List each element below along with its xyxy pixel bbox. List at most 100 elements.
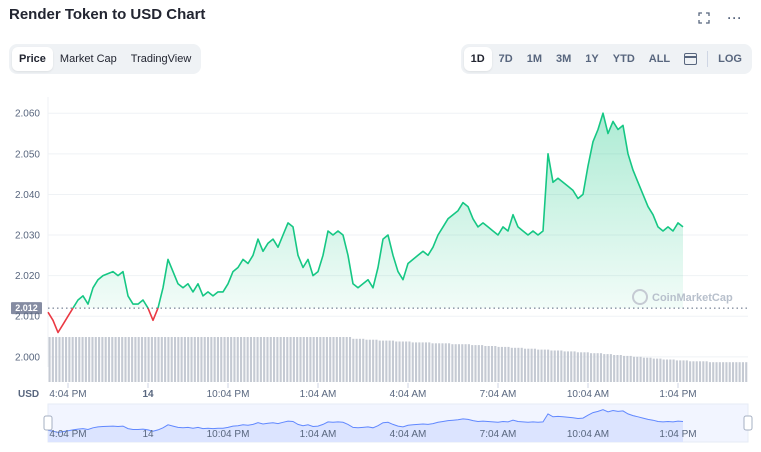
volume-bar xyxy=(619,355,622,382)
tab-tradingview[interactable]: TradingView xyxy=(130,53,192,65)
range-1m[interactable]: 1M xyxy=(526,53,543,65)
volume-bar xyxy=(606,354,609,382)
volume-bar xyxy=(71,337,74,382)
y-tick-label: 2.040 xyxy=(15,190,40,201)
range-all[interactable]: ALL xyxy=(648,53,671,65)
volume-bar xyxy=(206,337,210,382)
volume-bar xyxy=(583,352,586,382)
volume-bar xyxy=(147,337,150,382)
volume-bar xyxy=(514,347,517,382)
volume-bar xyxy=(616,355,619,382)
volume-bar xyxy=(322,337,325,382)
volume-bar xyxy=(669,359,672,382)
volume-bar xyxy=(263,337,266,382)
calendar-button[interactable] xyxy=(677,47,704,71)
volume-bar xyxy=(504,346,507,382)
volume-bar xyxy=(355,338,358,382)
expand-icon[interactable] xyxy=(695,9,713,27)
x-tick-label: 10:04 PM xyxy=(207,389,250,400)
volume-bar xyxy=(698,361,702,382)
volume-bar xyxy=(428,342,431,382)
volume-bar xyxy=(411,342,414,382)
volume-bar xyxy=(137,337,140,382)
volume-bar xyxy=(533,348,536,382)
volume-bar xyxy=(348,337,352,382)
y-tick-label: 2.010 xyxy=(15,312,40,323)
range-navigator[interactable]: 4:04 PM 14 10:04 PM 1:04 AM 4:04 AM 7:04 AM 10… xyxy=(43,403,753,443)
volume-bar xyxy=(679,360,682,382)
volume-bar xyxy=(114,337,117,382)
volume-bar xyxy=(543,349,546,382)
volume-bar xyxy=(140,337,144,382)
volume-bar xyxy=(216,337,219,382)
volume-bar xyxy=(177,337,180,382)
volume-bar xyxy=(685,360,688,382)
more-horizontal-icon[interactable]: ··· xyxy=(727,11,743,25)
volume-bar xyxy=(520,347,523,382)
range-1y[interactable]: 1Y xyxy=(585,53,599,65)
volume-bar xyxy=(599,353,603,382)
volume-bar xyxy=(342,337,345,382)
volume-bar xyxy=(692,361,695,382)
y-tick-label: 2.030 xyxy=(15,231,40,242)
x-tick-label: 4:04 AM xyxy=(390,389,427,400)
volume-bar xyxy=(190,337,193,382)
y-tick-label: 2.020 xyxy=(15,271,40,282)
volume-bar xyxy=(675,360,678,382)
volume-bar xyxy=(689,361,692,382)
x-tick-label: 1:04 AM xyxy=(300,389,337,400)
volume-bar xyxy=(88,337,91,382)
volume-bar xyxy=(457,344,461,382)
volume-bar xyxy=(365,339,368,382)
volume-bar xyxy=(553,350,556,382)
volume-bar xyxy=(81,337,84,382)
volume-bar xyxy=(134,337,137,382)
volume-bar xyxy=(652,358,655,382)
tab-market-cap[interactable]: Market Cap xyxy=(59,53,117,65)
volume-bar xyxy=(306,337,309,382)
volume-bar xyxy=(418,342,421,382)
volume-bar xyxy=(586,352,589,382)
volume-bar xyxy=(78,337,81,382)
volume-bar xyxy=(170,337,173,382)
range-3m[interactable]: 3M xyxy=(556,53,572,65)
volume-bar xyxy=(438,343,441,382)
volume-bar xyxy=(259,337,262,382)
volume-bar xyxy=(226,337,229,382)
range-ytd[interactable]: YTD xyxy=(612,53,635,65)
volume-bar xyxy=(672,359,675,382)
volume-bar xyxy=(695,361,698,382)
navigator-tick-label: 10:04 PM xyxy=(207,429,250,440)
volume-bar xyxy=(481,345,484,382)
volume-bar xyxy=(111,337,114,382)
volume-bar xyxy=(451,344,454,382)
volume-bar xyxy=(646,357,649,382)
volume-bar xyxy=(401,341,404,382)
navigator-handle-right xyxy=(743,415,753,431)
tab-price[interactable]: Price xyxy=(12,47,53,71)
volume-bar xyxy=(722,362,725,382)
volume-bar xyxy=(609,354,612,382)
volume-bar xyxy=(441,343,444,382)
volume-bar xyxy=(385,340,388,382)
volume-bar xyxy=(593,353,596,382)
volume-bar xyxy=(372,339,375,382)
range-1d[interactable]: 1D xyxy=(463,47,492,71)
volume-bar xyxy=(246,337,249,382)
calendar-icon xyxy=(684,53,698,65)
range-7d[interactable]: 7D xyxy=(498,53,513,65)
price-lines xyxy=(47,112,684,334)
volume-bar xyxy=(550,350,553,382)
volume-bar xyxy=(623,355,626,382)
volume-bar xyxy=(173,337,177,382)
volume-bar xyxy=(517,347,520,382)
volume-bar xyxy=(286,337,289,382)
volume-bar xyxy=(325,337,328,382)
volume-bar xyxy=(415,342,418,382)
volume-bar xyxy=(157,337,160,382)
volume-bar xyxy=(642,357,645,382)
volume-bar xyxy=(312,337,315,382)
log-scale-button[interactable]: LOG xyxy=(718,53,742,65)
navigator-area xyxy=(48,409,683,442)
